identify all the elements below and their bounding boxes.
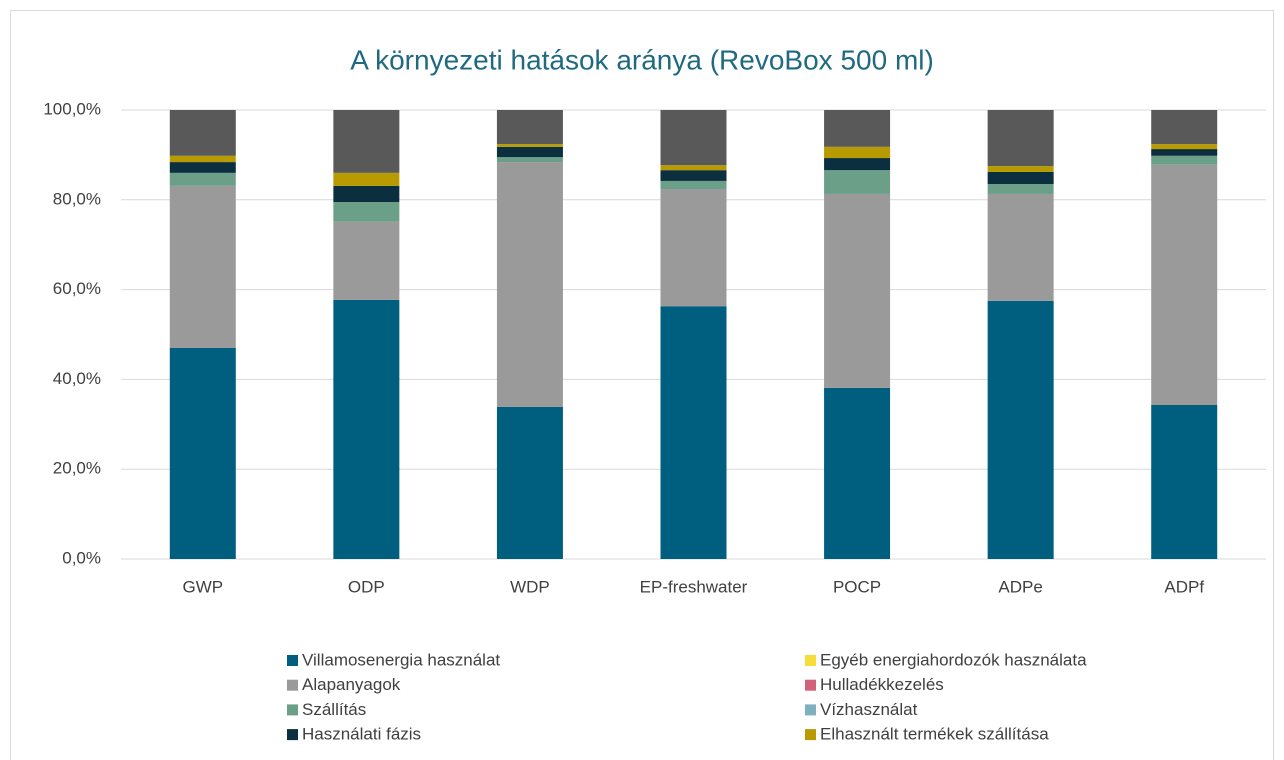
bar-segment: [660, 165, 727, 171]
bar-segment: [824, 170, 891, 194]
bar-segment: [333, 202, 400, 222]
bar-segment: [987, 193, 1054, 301]
legend-swatch: [805, 679, 816, 691]
legend-label: Egyéb energiahordozók használata: [820, 650, 1087, 669]
y-tick-label: 20,0%: [53, 459, 101, 478]
bar-segment: [169, 155, 236, 163]
bar-segment: [660, 306, 727, 559]
legend-swatch: [805, 704, 816, 716]
bar-segment: [169, 162, 236, 173]
bar-segment: [1151, 404, 1218, 559]
bar-segment: [333, 110, 400, 173]
chart-border: [10, 10, 1274, 760]
bar-segment: [169, 110, 236, 156]
y-tick-label: 40,0%: [53, 369, 101, 388]
chart-title: A környezeti hatások aránya (RevoBox 500…: [350, 44, 934, 75]
bar-segment: [824, 146, 891, 159]
legend-label: Elhasznált termékek szállítása: [820, 725, 1049, 744]
bar-segment: [169, 347, 236, 559]
x-tick-label: WDP: [510, 577, 550, 596]
x-tick-label: ADPe: [998, 577, 1042, 596]
legend-swatch: [287, 679, 298, 691]
bar-segment: [987, 110, 1054, 167]
bar-segment: [496, 144, 563, 147]
legend-swatch: [805, 729, 816, 741]
x-tick-label: ODP: [348, 577, 385, 596]
bar-segment: [333, 185, 400, 203]
bar-segment: [987, 166, 1054, 172]
bar-segment: [496, 162, 563, 407]
y-tick-label: 0,0%: [62, 548, 101, 567]
legend-swatch: [287, 704, 298, 716]
legend-label: Alapanyagok: [302, 675, 401, 694]
bar-segment: [169, 185, 236, 348]
bar-segment: [333, 299, 400, 559]
y-tick-label: 100,0%: [43, 99, 101, 118]
bar-segment: [496, 406, 563, 559]
bar-segment: [1151, 149, 1218, 156]
bar-segment: [824, 387, 891, 559]
legend-swatch: [287, 655, 298, 666]
legend-label: Villamosenergia használat: [302, 650, 500, 669]
legend-swatch: [287, 729, 298, 741]
legend-swatch: [805, 655, 816, 666]
bar-segment: [660, 110, 727, 166]
x-tick-label: ADPf: [1164, 577, 1204, 596]
bar-segment: [987, 300, 1054, 559]
bar-segment: [496, 157, 563, 163]
bar-segment: [824, 158, 891, 171]
bar-segment: [333, 172, 400, 186]
bar-segment: [660, 170, 727, 181]
bar-segment: [1151, 164, 1218, 405]
bar-segment: [987, 171, 1054, 185]
y-tick-label: 60,0%: [53, 279, 101, 298]
bar-segment: [1151, 110, 1218, 145]
x-tick-label: POCP: [833, 577, 881, 596]
bar-segment: [660, 189, 727, 307]
legend-label: Vízhasználat: [820, 700, 918, 719]
bar-segment: [660, 180, 727, 190]
y-tick-label: 80,0%: [53, 189, 101, 208]
x-tick-label: EP-freshwater: [640, 577, 748, 596]
legend-label: Szállítás: [302, 700, 366, 719]
bar-segment: [333, 221, 400, 300]
bar-segment: [496, 146, 563, 158]
bar-segment: [496, 110, 563, 145]
bar-segment: [987, 184, 1054, 194]
x-tick-label: GWP: [182, 577, 223, 596]
bar-segment: [824, 110, 891, 147]
bar-segment: [1151, 144, 1218, 150]
legend-label: Hulladékkezelés: [820, 675, 944, 694]
bar-segment: [1151, 155, 1218, 165]
bar-segment: [169, 172, 236, 186]
legend-label: Használati fázis: [302, 725, 421, 744]
bar-segment: [824, 193, 891, 388]
